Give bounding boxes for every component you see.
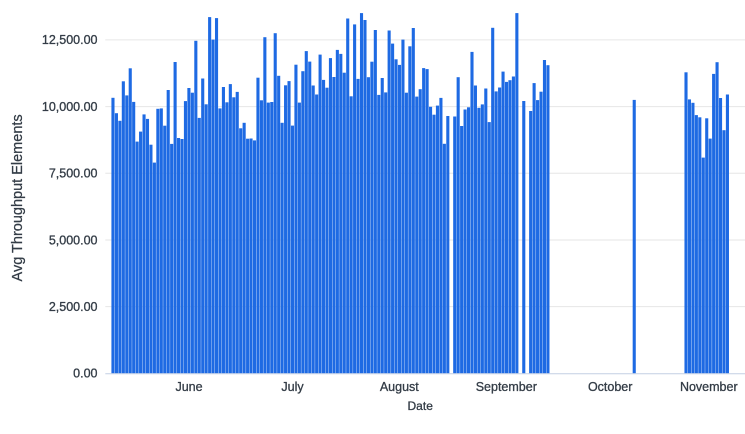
svg-text:June: June [175,380,202,394]
svg-text:Avg Throughput Elements: Avg Throughput Elements [10,114,26,281]
svg-text:10,000.00: 10,000.00 [42,100,98,114]
svg-text:12,500.00: 12,500.00 [42,33,98,47]
svg-text:Date: Date [408,399,434,413]
svg-text:0.00: 0.00 [73,367,97,381]
svg-text:October: October [588,380,632,394]
svg-text:7,500.00: 7,500.00 [49,167,98,181]
svg-text:November: November [680,380,738,394]
svg-text:2,500.00: 2,500.00 [49,300,98,314]
svg-text:5,000.00: 5,000.00 [49,233,98,247]
svg-text:September: September [476,380,537,394]
svg-text:July: July [281,380,304,394]
svg-text:August: August [380,380,419,394]
